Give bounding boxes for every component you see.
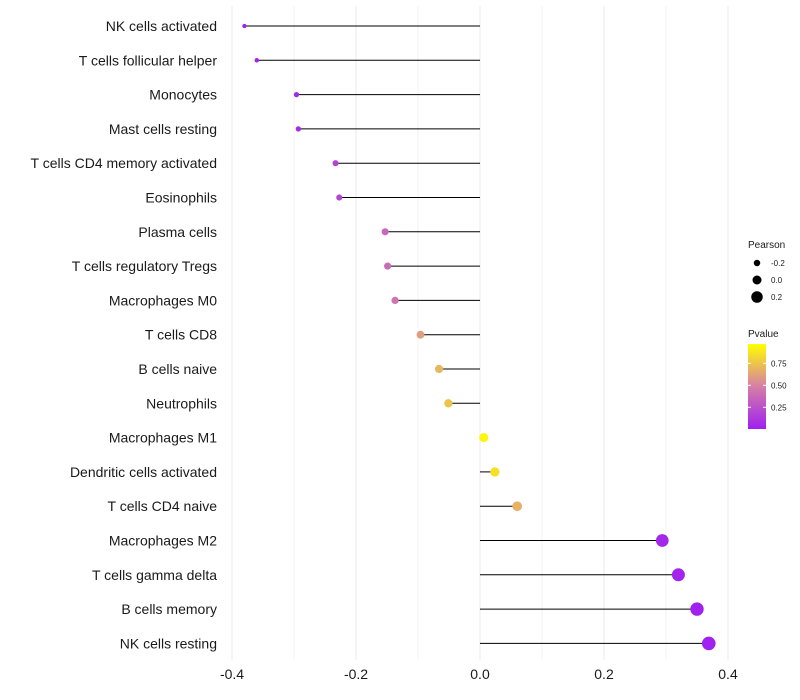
- lollipop-segments: [244, 25, 709, 644]
- lollipop-point: [655, 534, 669, 547]
- lollipop-point: [381, 228, 389, 236]
- category-label: B cells memory: [121, 601, 217, 617]
- lollipop-point: [295, 126, 302, 132]
- category-label: Eosinophils: [145, 190, 217, 206]
- category-label: Macrophages M1: [109, 430, 217, 446]
- category-label: T cells CD8: [145, 327, 217, 343]
- pearson-legend-label: -0.2: [771, 259, 785, 268]
- lollipop-point: [490, 467, 500, 477]
- lollipop-point: [384, 262, 392, 270]
- lollipop-point: [701, 636, 716, 651]
- category-label: Mast cells resting: [109, 121, 217, 137]
- lollipop-point: [479, 433, 489, 443]
- lollipop-point: [336, 194, 343, 201]
- pvalue-legend-title: Pvalue: [748, 329, 779, 340]
- pearson-legend-title: Pearson: [748, 240, 785, 251]
- lollipop-point: [671, 568, 685, 582]
- pvalue-colorbar: [748, 344, 766, 429]
- pvalue-legend: Pvalue 0.75 0.50 0.25: [748, 329, 787, 429]
- lollipop-point: [434, 364, 444, 374]
- category-labels: NK cells activated T cells follicular hel…: [31, 18, 218, 651]
- lollipop-point: [416, 330, 425, 339]
- category-label: Plasma cells: [138, 224, 217, 240]
- category-label: T cells CD4 memory activated: [31, 155, 217, 171]
- pvalue-legend-label: 0.25: [771, 403, 787, 412]
- category-label: NK cells resting: [120, 635, 217, 651]
- category-label: Neutrophils: [146, 395, 217, 411]
- lollipop-point: [391, 296, 399, 305]
- lollipop-point: [332, 160, 339, 167]
- pearson-legend: Pearson -0.2 0.0 0.2: [748, 240, 785, 303]
- category-label: Dendritic cells activated: [70, 464, 217, 480]
- lollipop-point: [254, 58, 260, 63]
- x-tick-label: 0.4: [718, 666, 738, 682]
- lollipop-point: [512, 501, 523, 512]
- category-label: B cells naive: [138, 361, 217, 377]
- lollipop-points: [242, 23, 716, 651]
- pearson-legend-label: 0.0: [771, 276, 783, 285]
- category-label: Monocytes: [149, 87, 217, 103]
- pearson-legend-key: [753, 259, 761, 267]
- pearson-legend-label: 0.2: [771, 293, 783, 302]
- category-label: T cells gamma delta: [92, 567, 217, 583]
- pearson-legend-key: [752, 275, 762, 285]
- x-tick-label: -0.4: [220, 666, 244, 682]
- lollipop-point: [293, 91, 300, 98]
- x-tick-label: 0.2: [594, 666, 614, 682]
- pvalue-legend-label: 0.50: [771, 381, 787, 390]
- category-label: Macrophages M0: [109, 292, 217, 308]
- pearson-legend-key: [751, 291, 763, 303]
- category-label: T cells CD4 naive: [108, 498, 218, 514]
- lollipop-point: [444, 399, 453, 408]
- lollipop-point: [690, 602, 704, 616]
- x-tick-label: 0.0: [470, 666, 490, 682]
- category-label: NK cells activated: [106, 18, 217, 34]
- pvalue-legend-label: 0.75: [771, 359, 787, 368]
- category-label: Macrophages M2: [109, 533, 217, 549]
- x-tick-label: -0.2: [344, 666, 368, 682]
- lollipop-point: [242, 23, 247, 29]
- grid-lines: [231, 6, 729, 660]
- category-label: T cells follicular helper: [79, 52, 218, 68]
- category-label: T cells regulatory Tregs: [72, 258, 217, 274]
- x-axis-tick-labels: -0.4 -0.2 0.0 0.2 0.4: [220, 666, 738, 682]
